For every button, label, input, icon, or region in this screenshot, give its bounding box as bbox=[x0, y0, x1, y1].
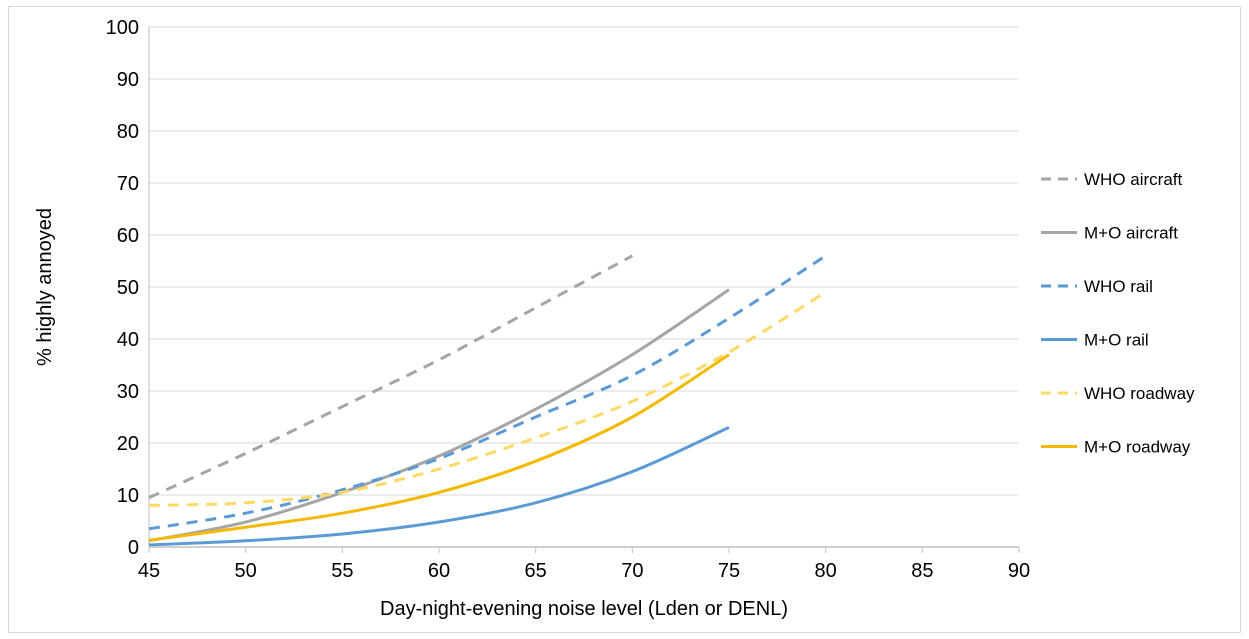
x-tick-labels: 45 50 55 60 65 70 75 80 85 90 bbox=[138, 560, 1030, 582]
y-tick-label: 60 bbox=[117, 225, 139, 247]
y-tick-label: 100 bbox=[106, 17, 139, 39]
y-tick-label: 30 bbox=[117, 381, 139, 403]
y-tick-label: 50 bbox=[117, 277, 139, 299]
x-tick-label: 85 bbox=[911, 560, 933, 582]
y-tick-label: 40 bbox=[117, 329, 139, 351]
series-line-who-aircraft bbox=[148, 254, 634, 499]
axes bbox=[148, 27, 1020, 553]
chart-frame: 45 50 55 60 65 70 75 80 85 90 0 10 20 30 40 50 60 70 80 90… bbox=[8, 6, 1241, 633]
x-tick-label: 80 bbox=[815, 560, 837, 582]
x-tick-label: 45 bbox=[138, 560, 160, 582]
legend-label-m-o-roadway: M+O roadway bbox=[1084, 438, 1191, 457]
x-tick-label: 60 bbox=[428, 560, 450, 582]
y-tick-label: 10 bbox=[117, 485, 139, 507]
legend-label-who-aircraft: WHO aircraft bbox=[1084, 170, 1183, 189]
x-axis-title: Day-night-evening noise level (Lden or D… bbox=[380, 598, 788, 620]
legend-label-who-roadway: WHO roadway bbox=[1084, 384, 1195, 403]
y-axis-title: % highly annoyed bbox=[34, 208, 56, 366]
y-tick-label: 70 bbox=[117, 173, 139, 195]
series-line-m-o-aircraft bbox=[148, 288, 730, 543]
x-tick-label: 90 bbox=[1008, 560, 1030, 582]
series-line-m-o-rail bbox=[148, 426, 730, 547]
y-tick-label: 90 bbox=[117, 69, 139, 91]
legend-label-m-o-aircraft: M+O aircraft bbox=[1084, 224, 1178, 243]
x-tick-label: 70 bbox=[621, 560, 643, 582]
series-lines bbox=[148, 254, 827, 547]
y-tick-label: 80 bbox=[117, 121, 139, 143]
legend: WHO aircraft M+O aircraft WHO rail M+O rail… bbox=[1041, 170, 1195, 457]
line-chart: 45 50 55 60 65 70 75 80 85 90 0 10 20 30 40 50 60 70 80 90… bbox=[34, 17, 1195, 620]
x-tick-label: 50 bbox=[235, 560, 257, 582]
gridlines bbox=[149, 26, 1019, 496]
series-line-who-roadway bbox=[148, 290, 827, 507]
x-tick-label: 65 bbox=[525, 560, 547, 582]
y-tick-labels: 0 10 20 30 40 50 60 70 80 90 100 bbox=[106, 17, 139, 559]
series-line-m-o-roadway bbox=[148, 353, 730, 542]
legend-label-m-o-rail: M+O rail bbox=[1084, 331, 1149, 350]
x-tick-label: 55 bbox=[331, 560, 353, 582]
series-line-who-rail bbox=[148, 254, 827, 531]
legend-label-who-rail: WHO rail bbox=[1084, 277, 1153, 296]
y-tick-label: 20 bbox=[117, 433, 139, 455]
x-tick-label: 75 bbox=[718, 560, 740, 582]
y-tick-label: 0 bbox=[128, 537, 139, 559]
